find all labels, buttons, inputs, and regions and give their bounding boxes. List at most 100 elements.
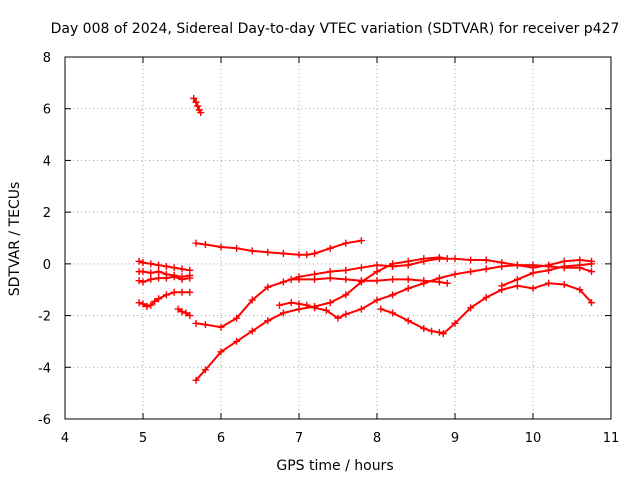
data-point xyxy=(482,265,490,273)
data-point xyxy=(147,301,155,309)
data-point xyxy=(545,266,553,274)
data-point xyxy=(482,256,490,264)
data-point xyxy=(186,274,194,282)
data-point xyxy=(186,288,194,296)
data-point xyxy=(439,330,447,338)
data-point xyxy=(435,278,443,286)
data-point xyxy=(377,305,385,313)
data-point xyxy=(139,278,147,286)
data-point xyxy=(420,277,428,285)
data-point xyxy=(513,261,521,269)
x-tick-label: 10 xyxy=(525,431,542,446)
x-tick-label: 5 xyxy=(139,431,147,446)
data-point xyxy=(192,239,200,247)
series-s1 xyxy=(190,94,205,117)
data-point xyxy=(276,301,283,309)
data-point xyxy=(498,262,506,270)
data-point xyxy=(404,284,412,292)
data-point xyxy=(248,327,256,335)
data-point xyxy=(155,295,163,303)
grid xyxy=(65,57,611,419)
data-point xyxy=(404,275,412,283)
data-point xyxy=(303,301,311,309)
data-point xyxy=(357,264,365,272)
data-point xyxy=(404,317,412,325)
series-s11 xyxy=(287,274,451,287)
data-point xyxy=(435,328,443,336)
data-point xyxy=(428,327,436,335)
x-tick-label: 4 xyxy=(61,431,69,446)
data-point xyxy=(529,269,537,277)
data-point xyxy=(248,247,256,255)
data-point xyxy=(174,305,182,313)
data-point xyxy=(326,299,334,307)
data-point xyxy=(155,274,163,282)
data-point xyxy=(182,309,190,317)
series-s10 xyxy=(276,261,595,322)
data-point xyxy=(217,348,225,356)
data-point xyxy=(588,268,595,276)
x-tick-label: 9 xyxy=(451,431,459,446)
data-point xyxy=(467,268,475,276)
data-point xyxy=(322,306,330,314)
data-point xyxy=(467,304,475,312)
data-point xyxy=(143,303,151,311)
data-point xyxy=(576,286,584,294)
data-point xyxy=(373,277,381,285)
data-point xyxy=(147,269,155,277)
data-point xyxy=(279,278,287,286)
data-point xyxy=(135,257,143,265)
data-point xyxy=(170,264,178,272)
data-point xyxy=(342,239,350,247)
data-series xyxy=(135,94,595,384)
series-s2 xyxy=(135,257,194,274)
data-point xyxy=(264,248,272,256)
data-point xyxy=(178,308,186,316)
series-line xyxy=(379,282,593,335)
x-tick-label: 8 xyxy=(373,431,381,446)
axis-ticks: 4 5 6 7 8 9 10 11 -6 -4 -2 0 2 4 6 8 xyxy=(38,51,619,446)
series-s12 xyxy=(377,279,595,338)
data-point xyxy=(139,300,147,308)
data-point xyxy=(287,275,295,283)
data-point xyxy=(178,288,186,296)
y-tick-label: 8 xyxy=(43,51,51,66)
data-point xyxy=(576,261,584,269)
data-point xyxy=(451,270,459,278)
data-point xyxy=(389,291,397,299)
data-point xyxy=(186,312,194,320)
data-point xyxy=(233,244,241,252)
data-point xyxy=(588,299,595,307)
data-point xyxy=(264,317,272,325)
data-point xyxy=(482,293,490,301)
x-tick-label: 6 xyxy=(217,431,225,446)
data-point xyxy=(357,305,365,313)
data-point xyxy=(443,255,451,263)
data-point xyxy=(326,268,334,276)
data-point xyxy=(373,261,381,269)
data-point xyxy=(151,297,159,305)
data-point xyxy=(295,251,303,259)
series-s8 xyxy=(192,255,595,331)
data-point xyxy=(147,275,155,283)
data-point xyxy=(311,275,319,283)
data-point xyxy=(513,275,521,283)
data-point xyxy=(357,237,365,245)
data-point xyxy=(342,275,350,283)
data-point xyxy=(311,250,319,258)
data-point xyxy=(201,240,209,248)
data-point xyxy=(233,314,241,322)
data-point xyxy=(342,310,350,318)
x-axis-label: GPS time / hours xyxy=(276,458,393,474)
x-tick-label: 7 xyxy=(295,431,303,446)
data-point xyxy=(404,257,412,265)
series-s6 xyxy=(174,305,194,320)
data-point xyxy=(303,251,311,259)
data-point xyxy=(295,275,303,283)
data-point xyxy=(135,277,143,285)
data-point xyxy=(287,299,295,307)
data-point xyxy=(513,282,521,290)
data-point xyxy=(170,273,178,281)
x-tick-label: 11 xyxy=(603,431,620,446)
